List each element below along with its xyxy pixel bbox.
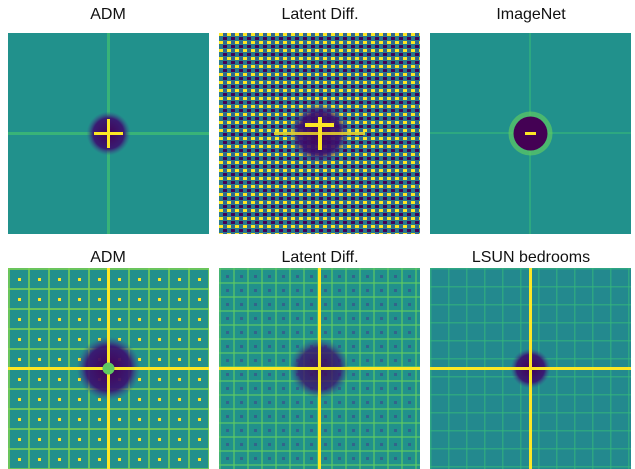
spectrum-image: [8, 268, 209, 469]
panel-title: ADM: [90, 249, 126, 266]
panel-title: LSUN bedrooms: [472, 249, 590, 266]
spectrum-image: [219, 268, 420, 469]
panel-title: Latent Diff.: [281, 249, 358, 266]
panel-title: ADM: [90, 6, 126, 23]
panel-title: Latent Diff.: [281, 6, 358, 23]
spectrum-image: [430, 33, 631, 234]
panel-title: ImageNet: [496, 6, 566, 23]
spectrum-image: [8, 33, 209, 234]
spectrum-image: [219, 33, 420, 234]
spectrum-image: [430, 268, 631, 469]
